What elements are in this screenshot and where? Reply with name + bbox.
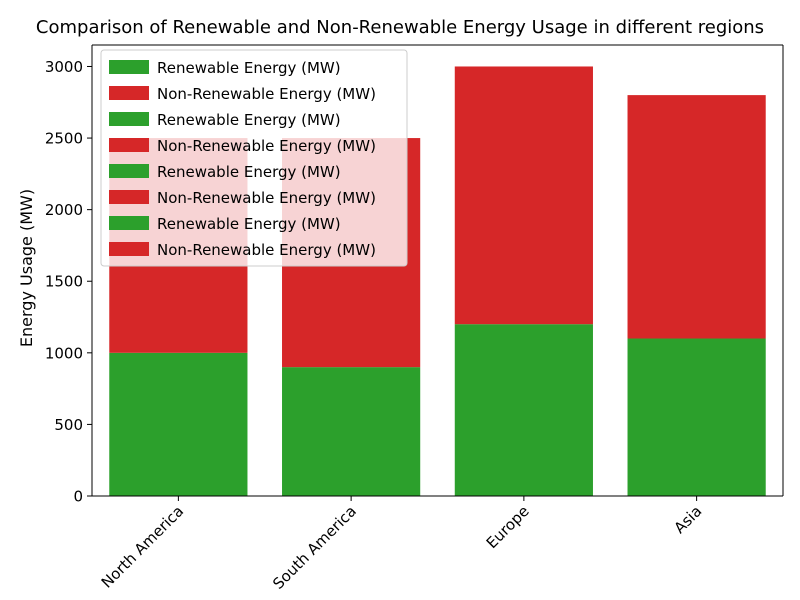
bar-renewable-asia [627,338,766,496]
bar-renewable-europe [454,324,593,496]
y-tick-label: 0 [73,488,83,506]
legend-swatch [109,112,149,126]
y-tick-label: 2000 [45,201,83,219]
legend-swatch [109,86,149,100]
x-tick-label: North America [98,502,188,592]
bar-renewable-south-america [282,367,421,496]
x-tick-label: South America [269,502,360,593]
legend: Renewable Energy (MW) Non-Renewable Energ… [100,49,408,267]
legend-label: Non-Renewable Energy (MW) [157,85,376,103]
chart-title: Comparison of Renewable and Non-Renewabl… [36,17,764,38]
legend-label: Non-Renewable Energy (MW) [157,189,376,207]
legend-swatch [109,242,149,256]
legend-box [100,49,408,267]
legend-label: Renewable Energy (MW) [157,59,341,77]
x-tick-label: Asia [670,502,705,537]
bar-non-renewable-asia [627,95,766,339]
legend-swatch [109,190,149,204]
legend-label: Renewable Energy (MW) [157,215,341,233]
bar-renewable-north-america [109,352,248,496]
legend-label: Non-Renewable Energy (MW) [157,241,376,259]
legend-swatch [109,164,149,178]
y-tick-label: 1000 [45,344,83,362]
legend-swatch [109,216,149,230]
legend-label: Renewable Energy (MW) [157,111,341,129]
legend-swatch [109,138,149,152]
legend-swatch [109,60,149,74]
y-tick-label: 2500 [45,130,83,148]
legend-label: Non-Renewable Energy (MW) [157,137,376,155]
x-tick-label: Europe [483,502,533,552]
y-tick-label: 500 [54,416,83,434]
legend-label: Renewable Energy (MW) [157,163,341,181]
y-tick-label: 3000 [45,58,83,76]
y-tick-label: 1500 [45,273,83,291]
bar-non-renewable-europe [454,66,593,325]
y-axis-label: Energy Usage (MW) [17,189,36,347]
